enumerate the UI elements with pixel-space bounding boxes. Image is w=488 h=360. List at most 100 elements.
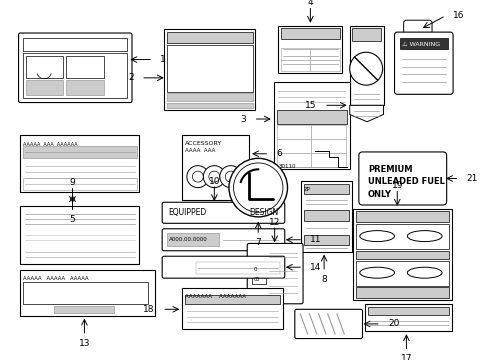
FancyBboxPatch shape <box>162 256 284 278</box>
Bar <box>353 209 451 300</box>
Bar <box>26 80 63 95</box>
Text: ACCESSORY: ACCESSORY <box>184 141 222 146</box>
Bar <box>301 181 351 252</box>
Text: 8: 8 <box>321 275 326 284</box>
FancyBboxPatch shape <box>247 243 303 304</box>
Bar <box>166 103 252 108</box>
Text: AAAAA  AAA  AAAAAA: AAAAA AAA AAAAAA <box>23 142 78 147</box>
Text: 0: 0 <box>253 267 257 273</box>
Bar <box>276 153 311 167</box>
Bar <box>273 82 349 169</box>
Text: 10: 10 <box>208 177 220 186</box>
Bar <box>311 153 346 167</box>
Bar <box>365 304 451 331</box>
Bar <box>355 211 448 222</box>
FancyBboxPatch shape <box>19 33 132 103</box>
Bar <box>310 59 339 71</box>
Bar <box>20 206 139 264</box>
Bar <box>399 37 447 49</box>
Text: ⚠ WARNING: ⚠ WARNING <box>401 41 439 46</box>
Bar <box>276 110 346 123</box>
Text: AAAA  AAA: AAAA AAA <box>184 148 215 153</box>
Text: 5: 5 <box>69 215 75 224</box>
Bar <box>304 184 348 194</box>
Text: 9: 9 <box>69 179 75 188</box>
Bar <box>304 235 348 245</box>
Text: DESIGN: DESIGN <box>248 208 278 217</box>
Text: 12: 12 <box>268 218 280 227</box>
Text: 7: 7 <box>255 238 261 247</box>
Bar <box>355 251 448 259</box>
Bar <box>184 294 280 304</box>
Text: AAAAA   AAAAA   AAAAA: AAAAA AAAAA AAAAA <box>23 276 88 282</box>
Bar <box>23 53 127 98</box>
Bar <box>276 125 311 139</box>
Bar <box>196 262 280 274</box>
Bar <box>54 306 113 313</box>
FancyBboxPatch shape <box>294 309 362 338</box>
Bar <box>278 26 342 73</box>
Circle shape <box>186 166 208 188</box>
Ellipse shape <box>359 267 394 278</box>
Bar <box>166 32 252 43</box>
FancyBboxPatch shape <box>394 32 452 94</box>
Text: 3: 3 <box>240 114 246 123</box>
Text: 00: 00 <box>253 276 259 282</box>
Bar <box>367 307 448 315</box>
Bar <box>20 135 139 192</box>
Bar <box>311 139 346 153</box>
Text: A000.00.0000: A000.00.0000 <box>168 237 207 242</box>
Text: AAAAAAA    AAAAAAA: AAAAAAA AAAAAAA <box>184 294 245 299</box>
Bar <box>311 125 346 139</box>
Bar <box>304 211 348 221</box>
Bar <box>251 261 265 284</box>
Text: 18: 18 <box>143 305 155 314</box>
Text: ZP: ZP <box>304 187 310 192</box>
FancyBboxPatch shape <box>358 152 446 205</box>
Text: 11: 11 <box>310 235 321 244</box>
Bar <box>281 28 339 40</box>
Bar <box>355 224 448 249</box>
Bar <box>281 59 310 71</box>
Bar <box>163 30 255 110</box>
Bar <box>182 135 248 199</box>
Polygon shape <box>349 105 383 122</box>
Bar <box>276 139 311 153</box>
Circle shape <box>203 166 225 188</box>
Bar <box>166 45 252 91</box>
Bar <box>352 28 380 41</box>
Bar <box>23 147 136 158</box>
Bar <box>310 48 339 59</box>
Bar <box>182 288 283 329</box>
Bar <box>66 56 103 78</box>
Circle shape <box>233 163 283 212</box>
FancyBboxPatch shape <box>162 229 284 251</box>
Bar <box>23 179 136 190</box>
FancyBboxPatch shape <box>162 202 284 223</box>
Circle shape <box>192 171 203 182</box>
Text: 13: 13 <box>79 339 90 348</box>
Text: 1: 1 <box>160 55 166 64</box>
Bar <box>23 37 127 51</box>
Text: 21: 21 <box>466 174 477 183</box>
Circle shape <box>219 166 241 188</box>
Text: 17: 17 <box>400 354 411 360</box>
FancyBboxPatch shape <box>403 20 431 37</box>
Text: 20: 20 <box>387 319 399 328</box>
Bar <box>355 261 448 285</box>
Bar <box>26 56 63 78</box>
Text: 30110: 30110 <box>278 164 295 169</box>
Bar <box>23 282 148 304</box>
Text: ONLY: ONLY <box>367 189 391 198</box>
Text: 6: 6 <box>276 149 282 158</box>
Bar <box>349 26 383 105</box>
Circle shape <box>349 52 382 85</box>
Text: 15: 15 <box>305 101 316 110</box>
Text: UNLEADED FUEL: UNLEADED FUEL <box>367 177 444 186</box>
Circle shape <box>225 171 236 182</box>
Bar <box>20 270 155 316</box>
Bar <box>355 287 448 298</box>
Text: 14: 14 <box>310 263 321 272</box>
Text: 2: 2 <box>128 73 134 82</box>
Text: EQUIPPED: EQUIPPED <box>168 208 206 217</box>
